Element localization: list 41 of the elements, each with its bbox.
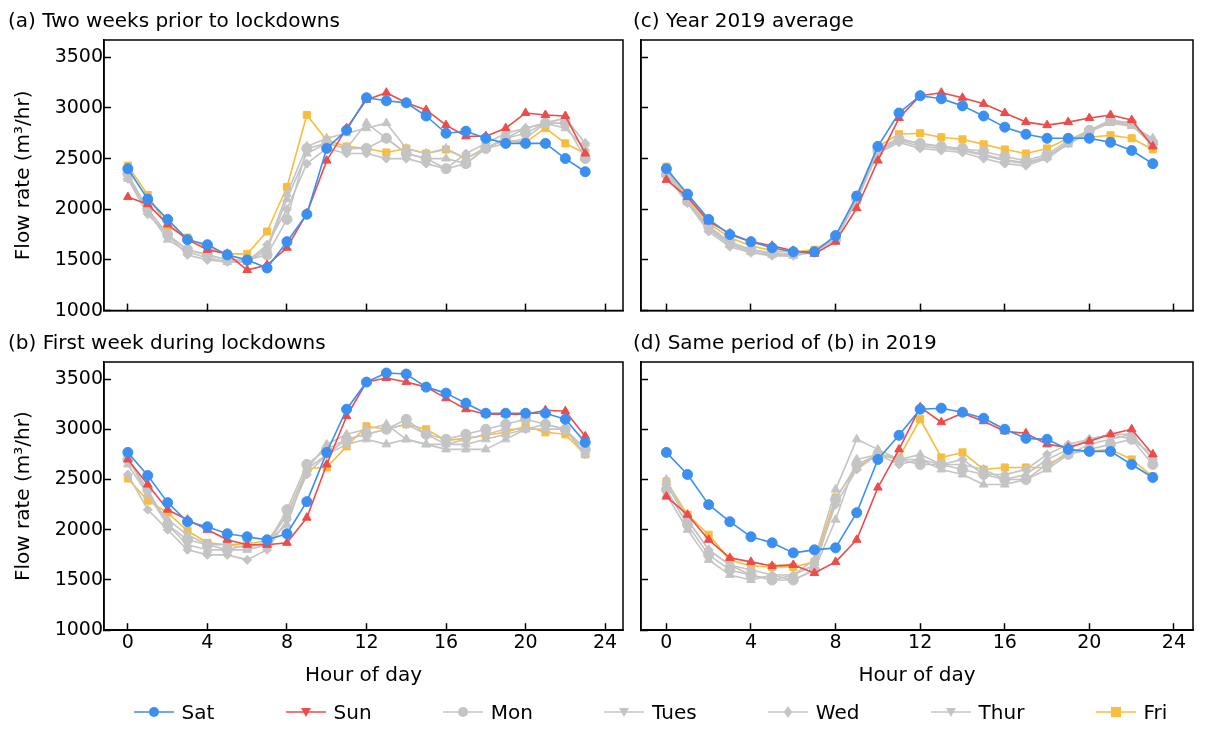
y-tick-label: 2000 [54,196,103,219]
legend-label: Thur [978,700,1025,724]
y-tick-label: 3500 [54,44,103,67]
y-tick-label: 2000 [54,516,103,539]
y-tick-label: 1500 [54,246,103,269]
x-tick-label: 12 [354,629,379,652]
chart-title: (c) Year 2019 average [633,8,854,33]
y-tick-label: 1000 [54,297,103,320]
x-tick-label: 20 [513,629,538,652]
y-tick-label: 2500 [54,145,103,168]
y-tick-label: 3000 [54,94,103,117]
y-axis-title: Flow rate (m³/hr) [10,411,35,581]
chart-title: (b) First week during lockdowns [8,330,326,355]
x-tick-label: 16 [433,629,459,652]
legend-label: Sun [333,700,372,724]
legend-label: Tues [652,700,697,724]
x-axis-title: Hour of day [858,662,976,687]
y-tick-label: 3500 [54,366,103,389]
x-tick-label: 8 [829,629,842,652]
chart-title: (a) Two weeks prior to lockdowns [8,8,340,33]
y-tick-label: 1000 [54,617,103,640]
legend-label: Mon [490,700,533,724]
x-tick-label: 20 [1077,629,1102,652]
x-tick-label: 8 [280,629,293,652]
legend-label: Wed [815,700,860,724]
x-tick-label: 0 [121,629,134,652]
x-tick-label: 12 [908,629,933,652]
x-tick-label: 4 [201,629,214,652]
x-tick-label: 24 [593,629,618,652]
x-tick-label: 0 [660,629,673,652]
x-tick-label: 4 [744,629,758,652]
x-tick-label: 24 [1161,629,1187,652]
y-axis-title: Flow rate (m³/hr) [10,90,35,261]
chart-title: (d) Same period of (b) in 2019 [633,330,937,355]
x-tick-label: 16 [992,629,1017,652]
x-axis-title: Hour of day [305,662,423,687]
legend-label: Sat [181,700,215,724]
y-tick-label: 2500 [54,466,103,489]
legend-label: Fri [1143,700,1168,724]
y-tick-label: 1500 [54,566,103,589]
y-tick-label: 3000 [54,416,103,439]
